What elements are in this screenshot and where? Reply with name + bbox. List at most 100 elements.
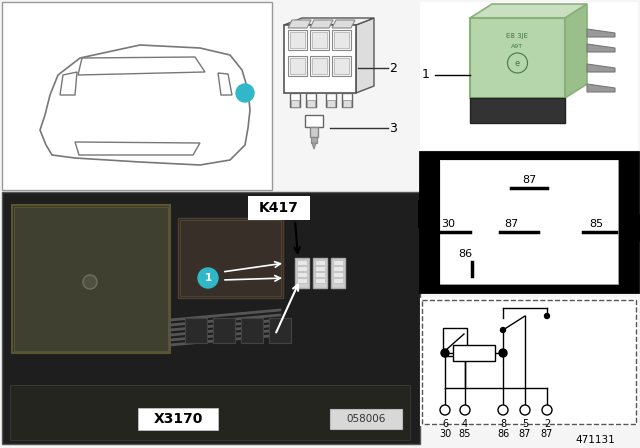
Polygon shape (218, 73, 232, 95)
Bar (305, 115, 323, 127)
Bar (470, 18, 565, 98)
Bar (470, 98, 565, 123)
Bar (290, 93, 300, 107)
Bar (420, 2, 638, 150)
Bar (334, 58, 349, 74)
Bar (453, 345, 495, 361)
Polygon shape (310, 20, 333, 28)
Bar (2, 2, 272, 190)
Polygon shape (587, 64, 615, 72)
Circle shape (440, 405, 450, 415)
Bar (297, 272, 307, 277)
Circle shape (545, 314, 550, 319)
Polygon shape (311, 137, 317, 143)
Text: 3: 3 (389, 121, 397, 134)
Text: 87: 87 (541, 429, 553, 439)
Bar (14, 207, 168, 351)
Text: 5: 5 (522, 419, 528, 429)
Text: 1: 1 (204, 273, 212, 283)
Circle shape (83, 275, 97, 289)
Text: 8: 8 (500, 419, 506, 429)
Text: 30: 30 (441, 219, 455, 229)
Bar (2, 192, 420, 444)
Bar (310, 127, 318, 137)
Text: 2: 2 (544, 419, 550, 429)
Bar (315, 266, 325, 271)
Bar (180, 220, 281, 296)
Circle shape (499, 349, 507, 357)
Bar (333, 272, 343, 277)
Bar (315, 272, 325, 277)
Polygon shape (565, 4, 587, 98)
Text: 6: 6 (442, 419, 448, 429)
Bar (312, 58, 327, 74)
Polygon shape (332, 20, 355, 28)
Bar (334, 32, 349, 48)
Bar (343, 100, 351, 107)
Text: 2: 2 (389, 61, 397, 74)
Bar (310, 56, 329, 76)
Circle shape (520, 405, 530, 415)
Bar (626, 214, 640, 242)
Text: 1: 1 (422, 69, 430, 82)
Polygon shape (587, 84, 615, 92)
Text: X3170: X3170 (154, 412, 203, 426)
Bar (290, 58, 305, 74)
Bar (330, 409, 402, 429)
Bar (306, 93, 316, 107)
Polygon shape (587, 29, 615, 37)
Bar (288, 56, 307, 76)
Text: 87: 87 (522, 175, 536, 185)
Bar (138, 408, 218, 430)
Polygon shape (75, 142, 200, 155)
Text: e: e (515, 59, 520, 68)
Bar (288, 30, 307, 50)
Polygon shape (40, 45, 250, 165)
Bar (290, 32, 305, 48)
Text: 87: 87 (519, 429, 531, 439)
Polygon shape (356, 18, 374, 93)
Text: 86: 86 (458, 249, 472, 259)
Text: 471131: 471131 (575, 435, 615, 445)
Bar (333, 266, 343, 271)
Text: A9T: A9T (511, 43, 524, 48)
Bar (342, 93, 352, 107)
Text: 4: 4 (462, 419, 468, 429)
Bar (310, 30, 329, 50)
Bar (443, 328, 467, 356)
Bar (422, 300, 636, 424)
Bar (418, 200, 432, 228)
Bar (332, 56, 351, 76)
Bar (313, 258, 327, 288)
Text: 058006: 058006 (346, 414, 386, 424)
Bar (333, 278, 343, 283)
Text: K417: K417 (259, 201, 299, 215)
Bar (284, 25, 356, 93)
Bar (241, 318, 263, 343)
Bar (185, 318, 207, 343)
Bar (327, 100, 335, 107)
Bar (440, 160, 618, 284)
Bar (307, 100, 315, 107)
Text: E8 3JE: E8 3JE (506, 33, 529, 39)
Bar (10, 385, 410, 440)
Bar (291, 100, 299, 107)
Polygon shape (78, 57, 205, 75)
Text: 87: 87 (504, 219, 518, 229)
Polygon shape (288, 20, 311, 28)
Bar (12, 205, 170, 353)
Bar (315, 260, 325, 265)
Circle shape (498, 405, 508, 415)
Bar (297, 260, 307, 265)
Text: 30: 30 (439, 429, 451, 439)
Circle shape (542, 405, 552, 415)
Bar (297, 278, 307, 283)
Bar (178, 218, 283, 298)
Text: 86: 86 (497, 429, 509, 439)
Polygon shape (587, 44, 615, 52)
Bar (315, 278, 325, 283)
Bar (269, 318, 291, 343)
Circle shape (500, 327, 506, 332)
Polygon shape (284, 18, 374, 25)
Bar (312, 32, 327, 48)
